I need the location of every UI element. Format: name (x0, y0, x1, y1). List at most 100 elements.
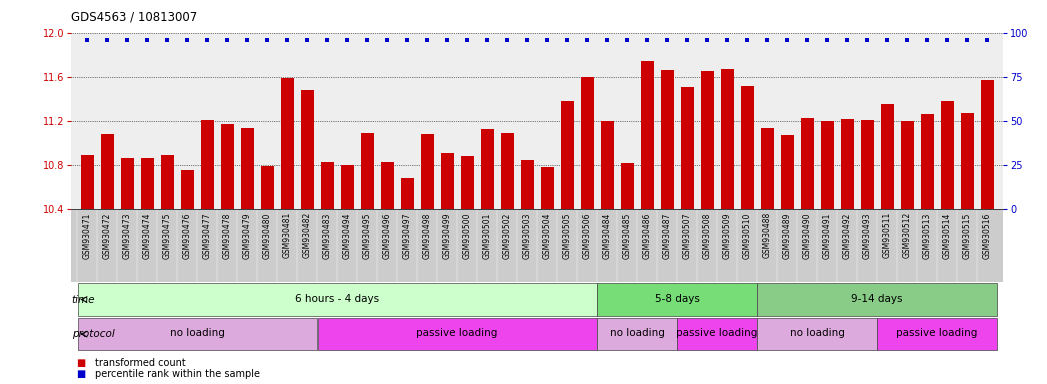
Text: protocol: protocol (72, 329, 114, 339)
Text: GSM930514: GSM930514 (942, 212, 952, 258)
Bar (281, 78, 293, 209)
Text: GSM930510: GSM930510 (742, 212, 752, 258)
Text: GSM930490: GSM930490 (803, 212, 811, 259)
Bar (940, 101, 954, 209)
Text: GSM930491: GSM930491 (823, 212, 831, 258)
Bar (81, 155, 93, 209)
Text: GSM930498: GSM930498 (423, 212, 431, 258)
Text: GSM930494: GSM930494 (342, 212, 352, 259)
Text: GSM930502: GSM930502 (503, 212, 512, 258)
Bar (861, 120, 873, 209)
Bar (300, 90, 314, 209)
Text: GSM930506: GSM930506 (582, 212, 592, 259)
Text: GSM930473: GSM930473 (122, 212, 132, 259)
Bar (821, 121, 833, 209)
Text: GSM930484: GSM930484 (603, 212, 611, 258)
Text: GSM930486: GSM930486 (643, 212, 651, 258)
Bar (661, 70, 673, 209)
Text: no loading: no loading (609, 328, 665, 338)
Text: GSM930472: GSM930472 (103, 212, 112, 258)
Bar (621, 163, 633, 209)
Bar (841, 119, 853, 209)
Bar (201, 120, 214, 209)
Bar (677, 318, 757, 350)
Bar (760, 127, 774, 209)
Text: GSM930503: GSM930503 (522, 212, 532, 259)
Text: GSM930477: GSM930477 (203, 212, 211, 259)
Text: percentile rank within the sample: percentile rank within the sample (95, 369, 261, 379)
Text: GSM930512: GSM930512 (903, 212, 912, 258)
Bar (920, 114, 934, 209)
Text: passive loading: passive loading (896, 328, 978, 338)
Text: GSM930481: GSM930481 (283, 212, 292, 258)
Bar (877, 318, 997, 350)
Bar (598, 283, 757, 316)
Text: passive loading: passive loading (417, 328, 497, 338)
Text: GSM930500: GSM930500 (463, 212, 471, 259)
Text: GSM930516: GSM930516 (982, 212, 992, 258)
Bar (401, 179, 414, 209)
Text: GSM930513: GSM930513 (922, 212, 932, 258)
Text: GSM930488: GSM930488 (762, 212, 772, 258)
Bar (581, 77, 594, 209)
Bar (241, 127, 253, 209)
Bar (681, 87, 693, 209)
Bar (781, 135, 794, 209)
Bar (960, 113, 974, 209)
Bar (700, 71, 714, 209)
Text: GSM930483: GSM930483 (322, 212, 332, 258)
Text: GSM930515: GSM930515 (962, 212, 972, 258)
Bar (140, 159, 154, 209)
Bar (757, 318, 876, 350)
Bar (881, 104, 893, 209)
Bar (801, 118, 814, 209)
Text: transformed count: transformed count (95, 358, 186, 368)
Bar (540, 167, 554, 209)
Text: 5-8 days: 5-8 days (654, 294, 699, 304)
Text: GSM930478: GSM930478 (223, 212, 231, 258)
Bar (641, 61, 653, 209)
Text: GSM930479: GSM930479 (243, 212, 251, 259)
Text: GSM930496: GSM930496 (382, 212, 392, 259)
Text: 9-14 days: 9-14 days (851, 294, 903, 304)
Text: GSM930493: GSM930493 (863, 212, 871, 259)
Text: GSM930482: GSM930482 (303, 212, 312, 258)
Text: GDS4563 / 10813007: GDS4563 / 10813007 (71, 10, 198, 23)
Text: GSM930508: GSM930508 (703, 212, 712, 258)
Bar (101, 134, 114, 209)
Text: GSM930509: GSM930509 (722, 212, 732, 259)
Bar (77, 318, 317, 350)
Text: passive loading: passive loading (676, 328, 758, 338)
Text: GSM930476: GSM930476 (182, 212, 192, 259)
Text: no loading: no loading (789, 328, 845, 338)
Bar (720, 69, 734, 209)
Bar (601, 121, 614, 209)
Bar (740, 86, 754, 209)
Bar (340, 165, 354, 209)
Bar (441, 153, 453, 209)
Text: GSM930495: GSM930495 (362, 212, 372, 259)
Text: GSM930501: GSM930501 (483, 212, 492, 258)
Bar (981, 80, 994, 209)
Bar (421, 134, 433, 209)
Text: GSM930511: GSM930511 (883, 212, 892, 258)
Text: GSM930504: GSM930504 (542, 212, 552, 259)
Bar (221, 124, 233, 209)
Text: GSM930497: GSM930497 (403, 212, 411, 259)
Text: GSM930505: GSM930505 (562, 212, 572, 259)
Text: GSM930507: GSM930507 (683, 212, 692, 259)
Bar (757, 283, 997, 316)
Bar (120, 159, 134, 209)
Text: ■: ■ (76, 358, 86, 368)
Bar (160, 155, 174, 209)
Bar (481, 129, 493, 209)
Text: GSM930489: GSM930489 (782, 212, 792, 258)
Text: GSM930499: GSM930499 (443, 212, 451, 259)
Text: GSM930480: GSM930480 (263, 212, 271, 258)
Text: GSM930485: GSM930485 (623, 212, 631, 258)
Bar (360, 133, 374, 209)
Bar (598, 318, 676, 350)
Bar (317, 318, 597, 350)
Bar (520, 160, 534, 209)
Bar (900, 121, 914, 209)
